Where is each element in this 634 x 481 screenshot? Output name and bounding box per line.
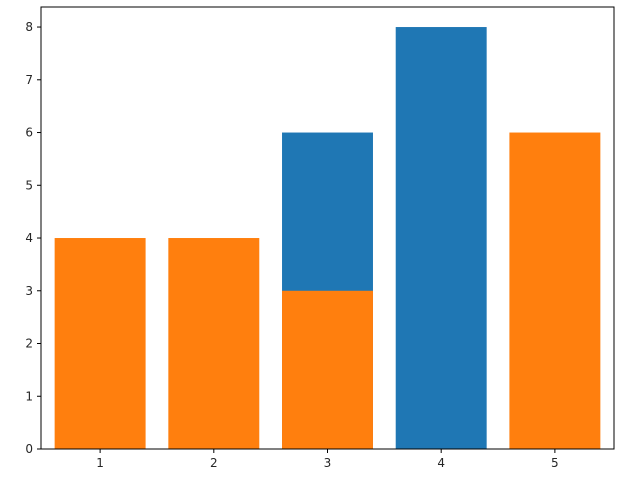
y-tick-label: 8 bbox=[25, 20, 33, 34]
y-tick-label: 7 bbox=[25, 73, 33, 87]
x-tick-label: 2 bbox=[210, 456, 218, 470]
x-tick-label: 4 bbox=[437, 456, 445, 470]
bar-series2-x5 bbox=[509, 132, 601, 449]
y-tick-label: 0 bbox=[25, 442, 33, 456]
y-tick-label: 3 bbox=[25, 284, 33, 298]
bar-series2-x2 bbox=[168, 238, 260, 449]
x-tick-label: 1 bbox=[96, 456, 104, 470]
bar-series2-x1 bbox=[54, 238, 146, 449]
bar-series2-x3 bbox=[282, 290, 373, 449]
y-tick-label: 5 bbox=[25, 178, 33, 192]
y-tick-label: 4 bbox=[25, 231, 33, 245]
y-tick-label: 1 bbox=[25, 389, 33, 403]
x-tick-label: 3 bbox=[324, 456, 332, 470]
y-tick-label: 2 bbox=[25, 337, 33, 351]
y-tick-label: 6 bbox=[25, 126, 33, 140]
x-tick-label: 5 bbox=[551, 456, 559, 470]
bar-series1-x4 bbox=[395, 27, 487, 449]
